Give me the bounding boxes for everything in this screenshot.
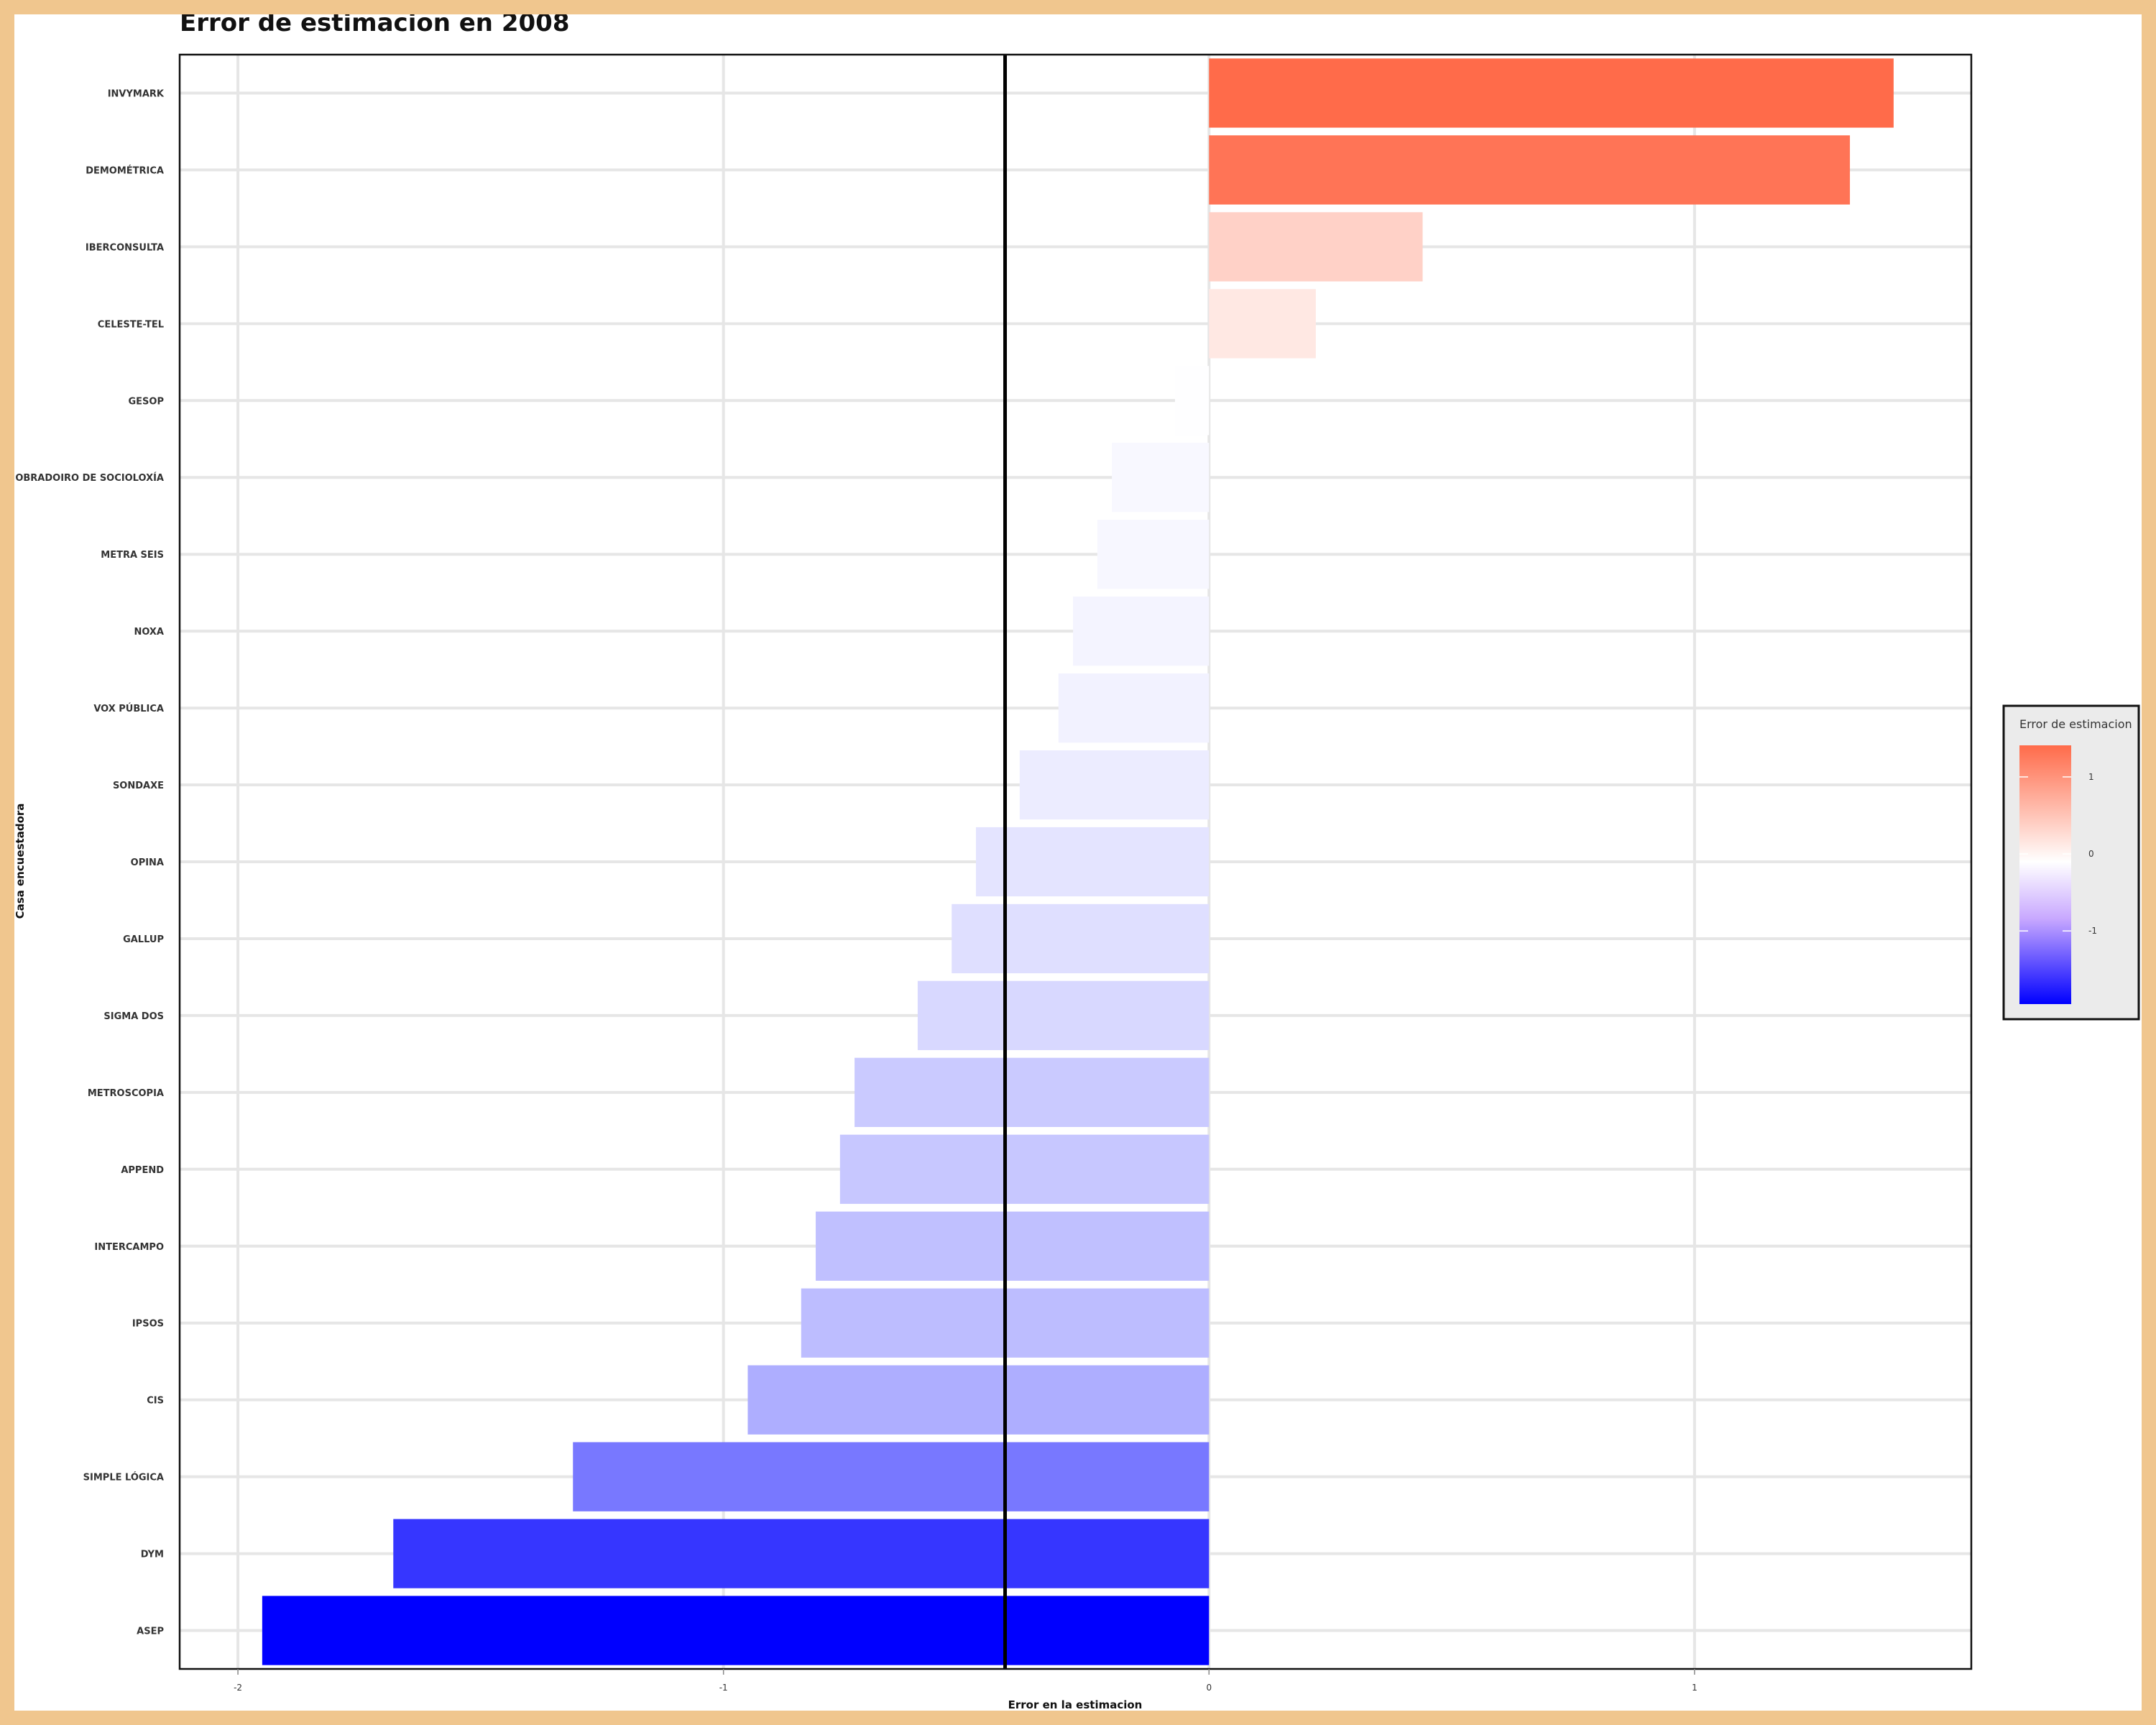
category-label: APPEND — [121, 1165, 164, 1176]
bar — [747, 1365, 1210, 1435]
category-label: CELESTE-TEL — [98, 319, 164, 330]
x-tick-label: -2 — [234, 1683, 242, 1693]
bar — [262, 1596, 1210, 1665]
category-label: SIMPLE LÓGICA — [83, 1472, 164, 1484]
category-label: DYM — [141, 1550, 164, 1560]
bar — [917, 980, 1210, 1051]
category-label: DEMOMÉTRICA — [86, 165, 164, 176]
category-label: SIGMA DOS — [103, 1011, 164, 1022]
bar — [839, 1134, 1210, 1204]
category-label: INVYMARK — [108, 88, 165, 99]
bar — [1058, 673, 1210, 743]
legend-tick-label: 0 — [2088, 849, 2094, 859]
category-label: VOX PÚBLICA — [93, 703, 164, 714]
category-label: IPSOS — [132, 1319, 164, 1330]
x-tick-label: -1 — [719, 1683, 728, 1693]
x-axis-ticks: -2 -1 0 1 — [234, 1669, 1697, 1693]
legend-tick-label: -1 — [2088, 926, 2097, 936]
bars — [262, 58, 1894, 1665]
category-label: SONDAXE — [113, 781, 164, 791]
legend-ticks: 1 0 -1 — [2019, 772, 2097, 936]
category-label: GALLUP — [123, 934, 164, 945]
bar — [1175, 366, 1210, 436]
legend-title: Error de estimacion — [2019, 717, 2132, 731]
chart-canvas: Error de estimacion en 2008 INVYMARK DEMO… — [14, 14, 2142, 1711]
bar — [854, 1057, 1210, 1127]
x-axis-title: Error en la estimacion — [1008, 1698, 1143, 1711]
y-axis-title: Casa encuestadora — [14, 804, 27, 919]
bar — [393, 1519, 1210, 1588]
bar — [1097, 520, 1210, 589]
bar — [1209, 135, 1851, 205]
category-label: OBRADOIRO DE SOCIOLOXÍA — [15, 472, 164, 484]
color-legend: Error de estimacion 1 0 -1 — [2002, 704, 2140, 1021]
x-tick-label: 0 — [1206, 1683, 1212, 1693]
bar — [976, 827, 1210, 897]
chart-title: Error de estimacion en 2008 — [180, 14, 569, 37]
category-label: METROSCOPIA — [88, 1088, 164, 1099]
bar — [1073, 597, 1210, 666]
category-label: IBERCONSULTA — [86, 242, 164, 253]
legend-tick-label: 1 — [2088, 772, 2094, 782]
category-labels: INVYMARK DEMOMÉTRICA IBERCONSULTA CELESTE-T… — [15, 88, 165, 1637]
category-label: ASEP — [137, 1627, 164, 1637]
category-label: GESOP — [129, 396, 165, 407]
x-tick-label: 1 — [1692, 1683, 1697, 1693]
bar — [952, 903, 1210, 974]
category-label: CIS — [147, 1396, 164, 1407]
bar — [816, 1211, 1210, 1281]
category-label: OPINA — [131, 857, 164, 868]
bar-chart: Error de estimacion en 2008 INVYMARK DEMO… — [14, 14, 2140, 1711]
category-label: METRA SEIS — [101, 550, 164, 561]
bar — [1209, 289, 1316, 359]
plot-border — [178, 53, 1973, 1670]
category-label: NOXA — [134, 627, 164, 638]
bar — [573, 1442, 1210, 1512]
bar — [1209, 212, 1423, 282]
category-label: INTERCAMPO — [94, 1242, 164, 1253]
bar — [1112, 443, 1210, 512]
bar — [1019, 750, 1210, 820]
legend-colorbar — [2019, 745, 2071, 1004]
bar — [1209, 58, 1894, 128]
